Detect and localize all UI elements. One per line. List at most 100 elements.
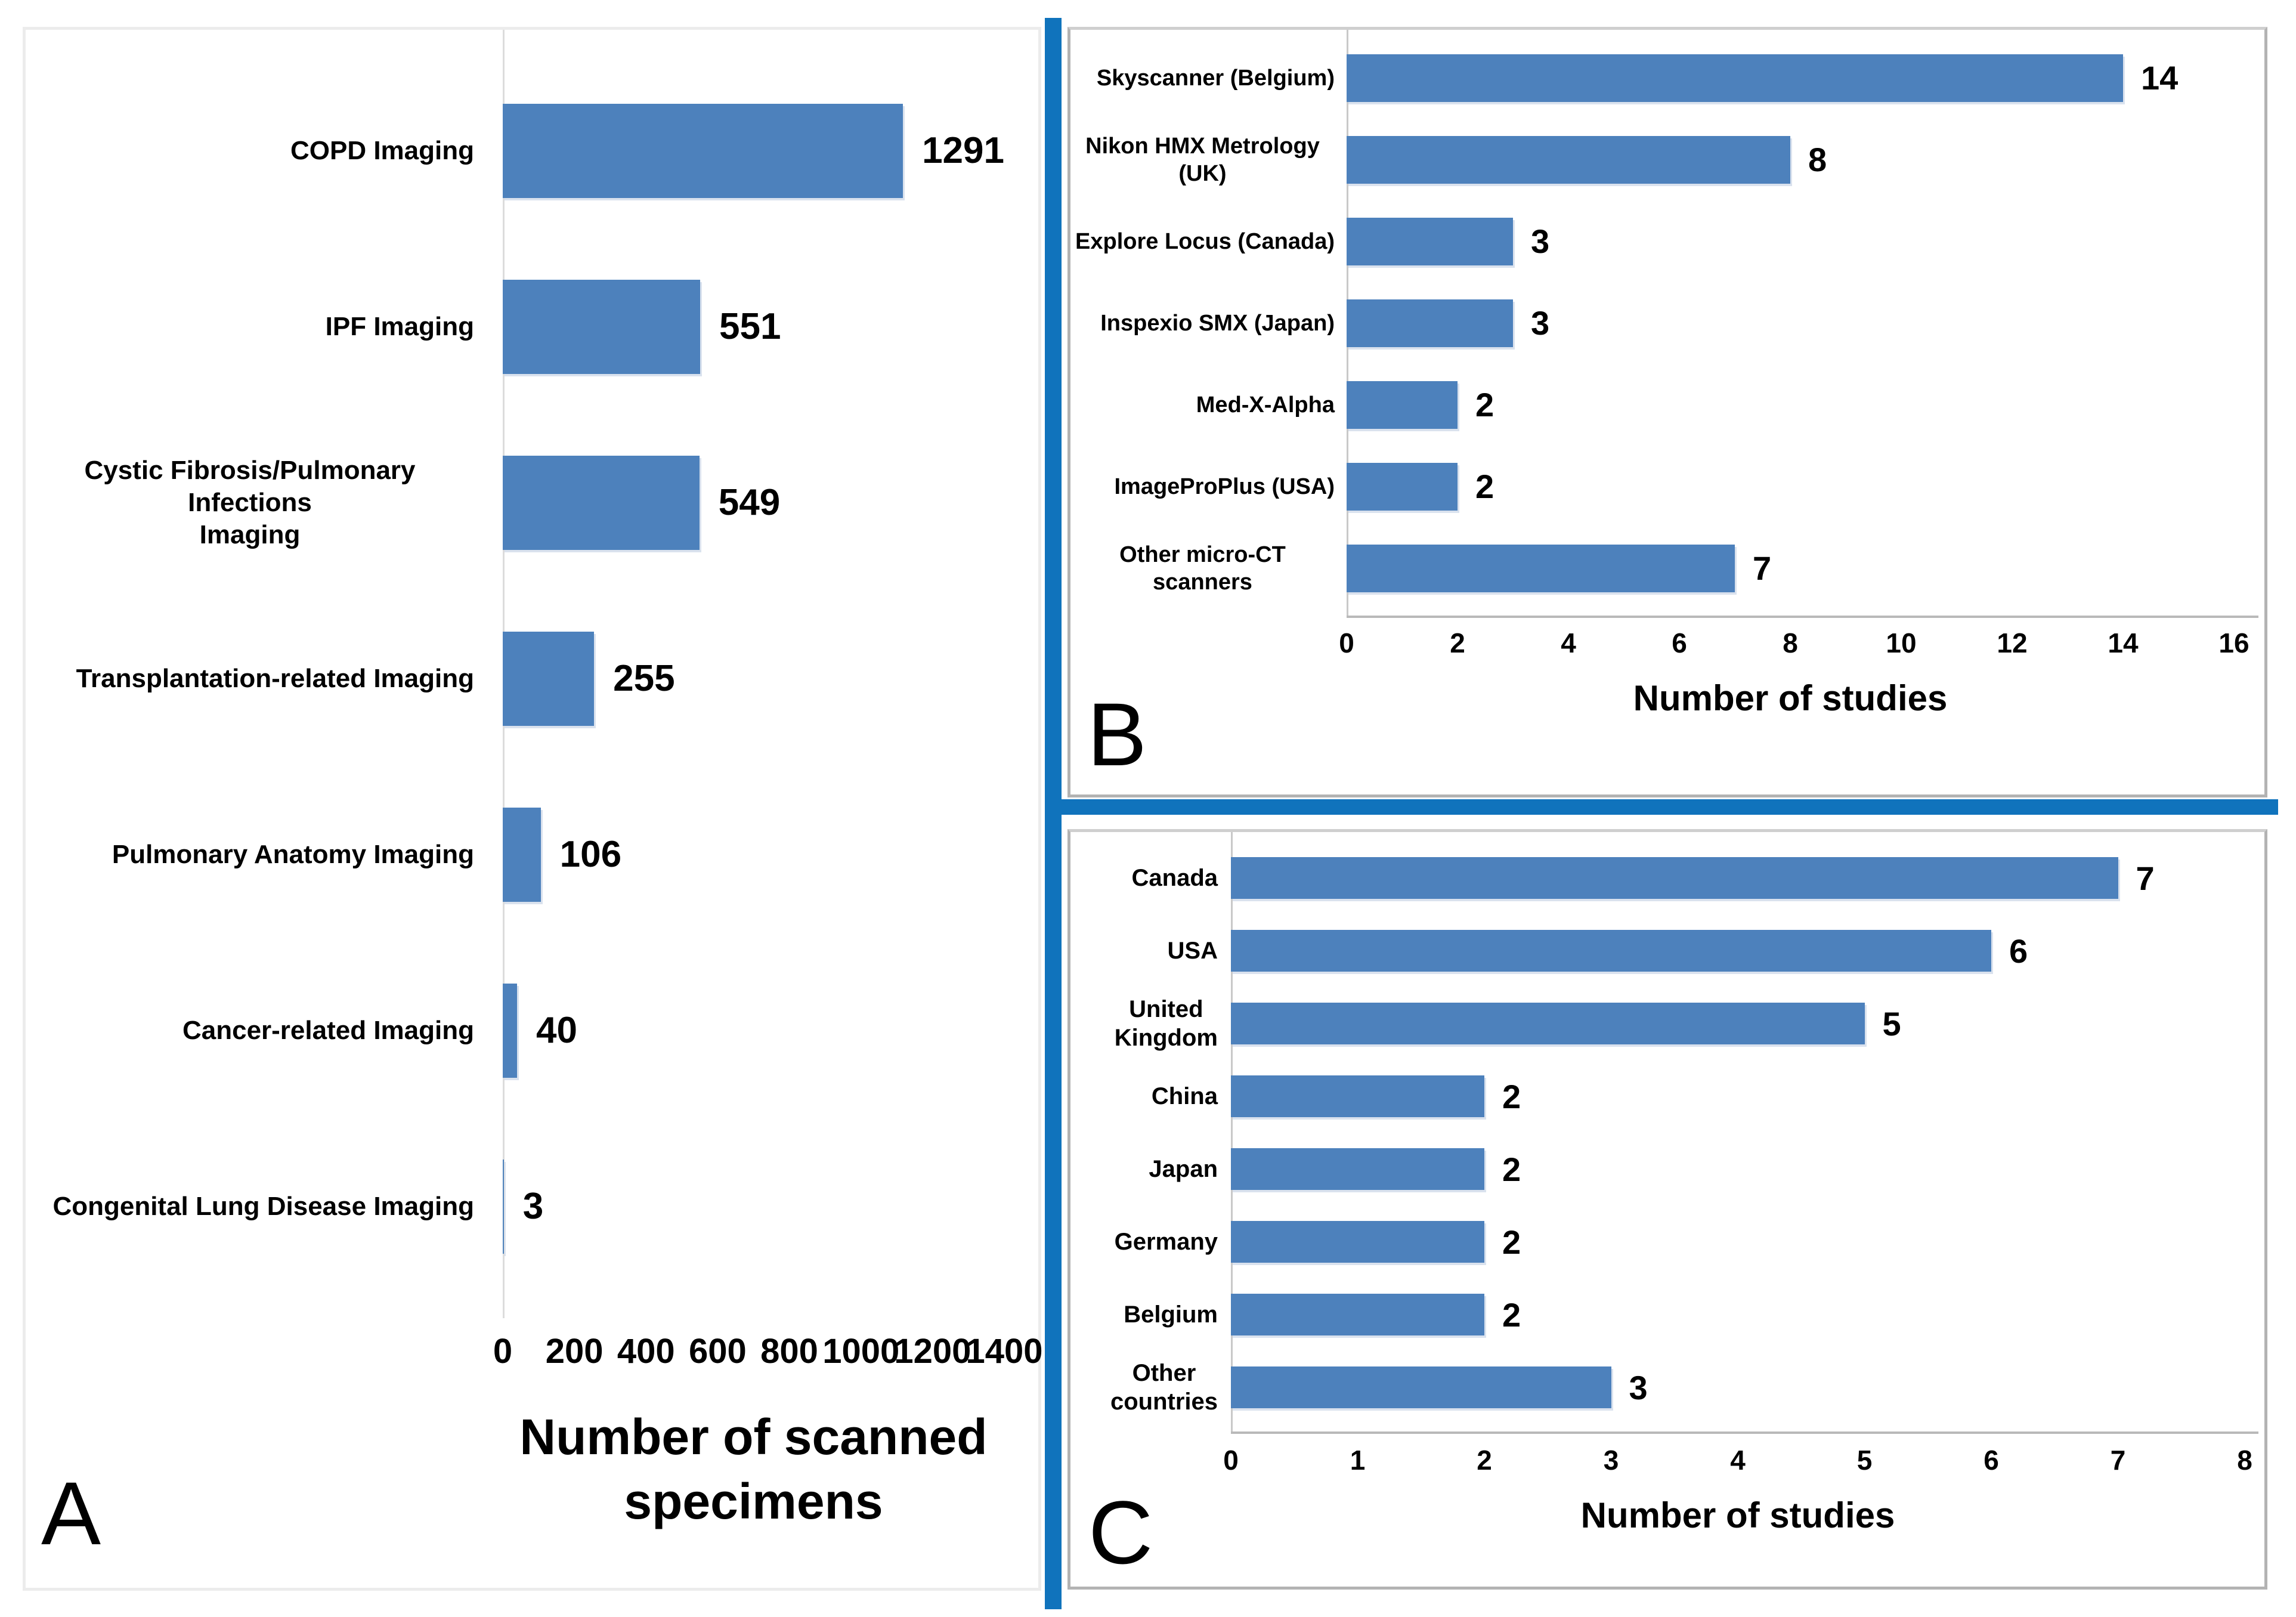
axis-tick-label: 10 bbox=[1886, 627, 1917, 658]
axis-tick-label: 2 bbox=[1450, 627, 1465, 658]
x-axis-tick-strip: 0 1 2 3 4 5 6 7 8 bbox=[1223, 1444, 2252, 1481]
category-label-text: United Kingdom bbox=[1114, 996, 1218, 1051]
value-label: 1291 bbox=[922, 130, 1004, 171]
chart-row: Pulmonary Anatomy Imaging 106 bbox=[26, 766, 1038, 942]
value-label: 2 bbox=[1502, 1150, 1521, 1188]
category-label-text: COPD Imaging bbox=[290, 135, 474, 165]
x-axis-title: Number of studies bbox=[1231, 1494, 2245, 1537]
bar-strip: 6 bbox=[1231, 930, 2245, 972]
bar bbox=[1347, 135, 1790, 184]
category-label-text: IPF Imaging bbox=[325, 311, 474, 341]
category-label-text: Canada bbox=[1131, 865, 1218, 891]
category-label-text: Pulmonary Anatomy Imaging bbox=[112, 839, 474, 869]
category-label: Other countries bbox=[1070, 1359, 1231, 1416]
chart-row: Cystic Fibrosis/Pulmonary Infections Ima… bbox=[26, 415, 1038, 590]
panel-b-scanners-chart: Skyscanner (Belgium) 14 Nikon HMX Metrolog… bbox=[1067, 27, 2267, 797]
panel-letter: C bbox=[1088, 1482, 1153, 1582]
category-label-text: Other micro-CT scanners bbox=[1119, 542, 1286, 595]
category-label: Med-X-Alpha bbox=[1070, 391, 1347, 419]
category-label: Transplantation-related Imaging bbox=[26, 663, 503, 695]
bar bbox=[1347, 299, 1513, 347]
value-label: 8 bbox=[1808, 141, 1827, 178]
x-axis: 0 2 4 6 8 10 12 14 16 bbox=[1070, 616, 2264, 664]
bar-strip: 2 bbox=[1231, 1294, 2245, 1335]
axis-spacer bbox=[26, 1318, 503, 1376]
value-label: 7 bbox=[1753, 549, 1772, 587]
category-label-text: Transplantation-related Imaging bbox=[76, 663, 474, 693]
category-label-text: Med-X-Alpha bbox=[1196, 392, 1335, 418]
value-label: 2 bbox=[1502, 1077, 1521, 1115]
chart-row: Inspexio SMX (Japan) 3 bbox=[1070, 282, 2264, 364]
bar bbox=[503, 279, 700, 374]
axis-tick-label: 14 bbox=[2108, 627, 2139, 658]
category-label-text: Cancer-related Imaging bbox=[182, 1015, 474, 1045]
bar bbox=[1347, 381, 1458, 429]
chart-row: Explore Locus (Canada) 3 bbox=[1070, 200, 2264, 282]
value-label: 551 bbox=[719, 306, 781, 347]
category-label: Cystic Fibrosis/Pulmonary Infections Ima… bbox=[26, 455, 503, 551]
category-label-text: Congenital Lung Disease Imaging bbox=[52, 1191, 474, 1221]
category-label: Other micro-CT scanners bbox=[1070, 541, 1347, 596]
x-axis-title: Number of scanned specimens bbox=[503, 1405, 1004, 1533]
category-label: Cancer-related Imaging bbox=[26, 1015, 503, 1047]
bar bbox=[503, 455, 700, 550]
axis-spacer bbox=[1070, 1432, 1231, 1481]
value-label: 255 bbox=[613, 658, 675, 699]
bar bbox=[503, 983, 518, 1078]
panel-a-specimens-chart: COPD Imaging 1291 IPF Imaging 551 Cystic Fib… bbox=[23, 27, 1043, 1591]
x-axis-title: Number of studies bbox=[1347, 677, 2234, 720]
x-axis: 0 200 400 600 800 1000 1200 1400 bbox=[26, 1318, 1043, 1376]
x-axis-tick-strip: 0 200 400 600 800 1000 1200 1400 bbox=[493, 1331, 1043, 1376]
bar-strip: 40 bbox=[503, 983, 1004, 1078]
category-label: IPF Imaging bbox=[26, 311, 503, 343]
chart-row: IPF Imaging 551 bbox=[26, 239, 1038, 415]
value-label: 549 bbox=[718, 482, 781, 523]
chart-plot-area: Canada 7 USA 6 United Kingdom 5 China 2 Japan 2 Ge… bbox=[1070, 832, 2264, 1434]
value-label: 6 bbox=[2009, 932, 2028, 970]
axis-tick-label: 8 bbox=[1783, 627, 1798, 658]
value-label: 5 bbox=[1882, 1004, 1901, 1043]
category-label: USA bbox=[1070, 936, 1231, 965]
bar bbox=[1231, 1075, 1484, 1117]
axis-tick-label: 0 bbox=[493, 1332, 513, 1371]
bar bbox=[1231, 1366, 1611, 1408]
category-label-text: Germany bbox=[1114, 1229, 1218, 1255]
bar bbox=[1231, 1221, 1484, 1263]
value-label: 3 bbox=[1531, 304, 1550, 342]
axis-tick-label: 0 bbox=[1223, 1445, 1239, 1476]
bar bbox=[503, 103, 903, 198]
bar bbox=[1231, 930, 1991, 972]
bar-strip: 3 bbox=[503, 1159, 1004, 1254]
panel-letter: A bbox=[41, 1463, 101, 1563]
category-label: Germany bbox=[1070, 1228, 1231, 1256]
chart-row: Nikon HMX Metrology (UK) 8 bbox=[1070, 119, 2264, 200]
category-label-text: Explore Locus (Canada) bbox=[1075, 228, 1335, 254]
x-axis-title-text: Number of studies bbox=[1580, 1495, 1895, 1535]
panel-c-countries-chart: Canada 7 USA 6 United Kingdom 5 China 2 Japan 2 Ge… bbox=[1067, 829, 2267, 1590]
bar-strip: 1291 bbox=[503, 103, 1004, 198]
bar-strip: 2 bbox=[1231, 1221, 2245, 1263]
x-axis-title-text: Number of studies bbox=[1633, 678, 1948, 718]
category-label-text: Japan bbox=[1149, 1156, 1218, 1182]
category-label: Nikon HMX Metrology (UK) bbox=[1070, 132, 1347, 187]
bar-strip: 5 bbox=[1231, 1003, 2245, 1044]
panel-divider-horizontal bbox=[1045, 799, 2278, 815]
chart-row: Med-X-Alpha 2 bbox=[1070, 364, 2264, 446]
chart-row: USA 6 bbox=[1070, 914, 2264, 987]
axis-tick-label: 1000 bbox=[822, 1332, 900, 1371]
value-label: 14 bbox=[2141, 59, 2179, 97]
value-label: 2 bbox=[1475, 468, 1494, 505]
bar-strip: 255 bbox=[503, 631, 1004, 726]
category-label: Pulmonary Anatomy Imaging bbox=[26, 839, 503, 871]
bar-strip: 549 bbox=[503, 455, 1004, 550]
chart-row: Other countries 3 bbox=[1070, 1351, 2264, 1424]
value-label: 7 bbox=[2136, 859, 2155, 897]
axis-tick-label: 16 bbox=[2218, 627, 2249, 658]
axis-tick-label: 600 bbox=[689, 1332, 747, 1371]
bar-strip: 2 bbox=[1231, 1075, 2245, 1117]
chart-row: Skyscanner (Belgium) 14 bbox=[1070, 37, 2264, 119]
axis-tick-label: 2 bbox=[1477, 1445, 1492, 1476]
category-label: Canada bbox=[1070, 864, 1231, 892]
axis-tick-label: 1 bbox=[1350, 1445, 1366, 1476]
bar bbox=[1231, 1294, 1484, 1335]
